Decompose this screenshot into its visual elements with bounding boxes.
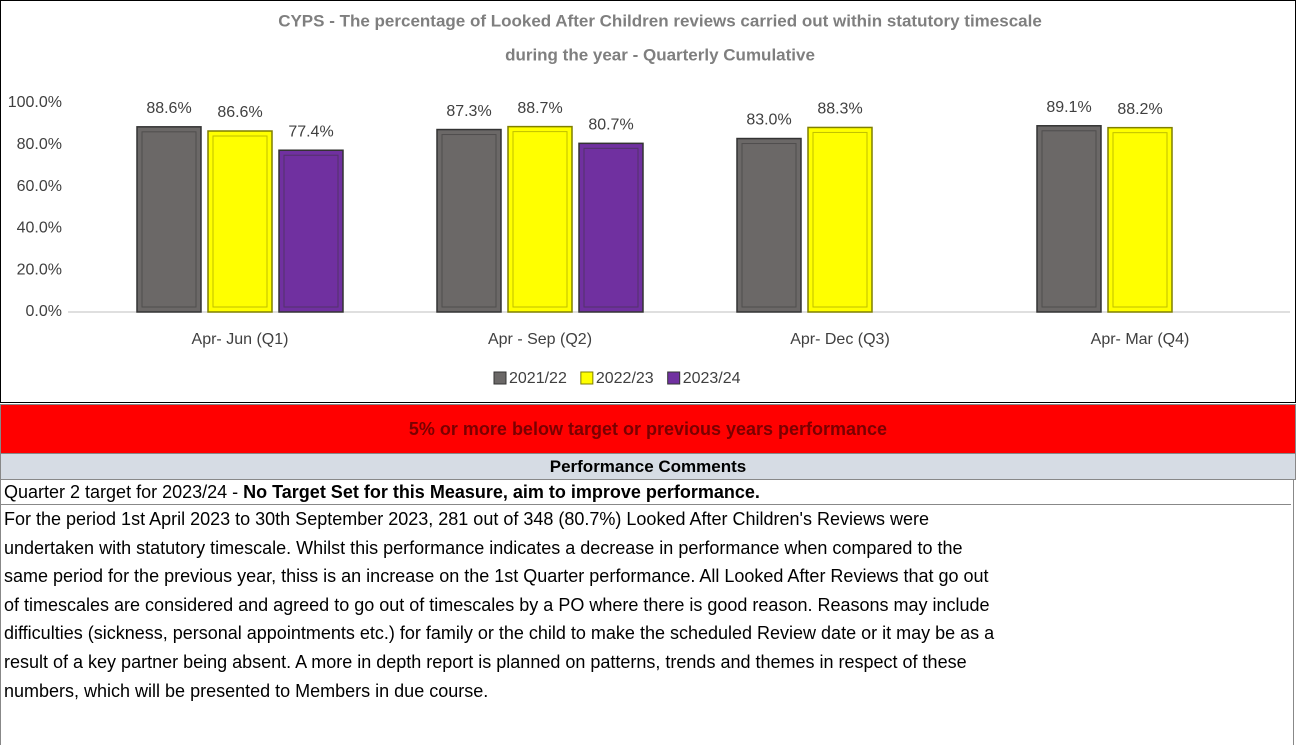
chart-title: CYPS - The percentage of Looked After Ch… — [278, 11, 1042, 30]
bar-bevel — [812, 131, 868, 308]
value-label: 83.0% — [746, 112, 791, 129]
bar — [1036, 125, 1102, 313]
chart: CYPS - The percentage of Looked After Ch… — [0, 0, 1296, 403]
chart-subtitle: during the year - Quarterly Cumulative — [505, 45, 815, 64]
bar-group — [736, 137, 802, 313]
bar-group — [436, 128, 502, 313]
bar — [436, 128, 502, 313]
bar-bevel — [1112, 132, 1168, 308]
bar-group — [278, 149, 344, 313]
bar — [507, 125, 573, 313]
bar-bevel — [441, 134, 497, 308]
bar-group — [1036, 125, 1102, 313]
target-line: Quarter 2 target for 2023/24 - No Target… — [1, 479, 1291, 505]
bar-bevel — [583, 147, 639, 308]
bar-group — [578, 142, 644, 313]
bar — [736, 137, 802, 313]
bar — [1107, 126, 1173, 313]
y-tick-label: 100.0% — [8, 94, 62, 111]
value-label: 80.7% — [588, 117, 633, 134]
value-label: 88.7% — [517, 100, 562, 117]
comment-line: undertaken with statutory timescale. Whi… — [4, 537, 963, 558]
bar-group — [507, 125, 573, 313]
legend-swatch — [580, 371, 594, 385]
comment-line: same period for the previous year, thiss… — [4, 566, 989, 587]
bar — [207, 130, 273, 313]
status-banner: 5% or more below target or previous year… — [0, 404, 1296, 454]
comment-line: For the period 1st April 2023 to 30th Se… — [4, 509, 929, 529]
bar-bevel — [283, 154, 339, 308]
legend-label: 2022/23 — [596, 370, 654, 387]
bar — [578, 142, 644, 313]
x-tick-label: Apr- Jun (Q1) — [192, 331, 289, 348]
comment-line: result of a key partner being absent. A … — [4, 652, 967, 672]
bar-bevel — [212, 135, 268, 308]
bar — [136, 126, 202, 313]
y-tick-label: 0.0% — [26, 303, 62, 320]
bar-group — [807, 126, 873, 313]
value-label: 86.6% — [217, 104, 262, 121]
value-label: 88.3% — [817, 101, 862, 118]
bar-bevel — [141, 131, 197, 308]
y-tick-label: 40.0% — [17, 220, 62, 237]
legend-label: 2021/22 — [509, 370, 567, 387]
x-tick-label: Apr- Mar (Q4) — [1091, 331, 1190, 348]
value-label: 88.6% — [146, 100, 191, 117]
bar-group — [207, 130, 273, 313]
bar-bevel — [512, 131, 568, 308]
bar-group — [1107, 126, 1173, 313]
value-label: 77.4% — [288, 123, 333, 140]
bar-group — [136, 126, 202, 313]
legend-swatch — [493, 371, 507, 385]
target-prefix: Quarter 2 target for 2023/24 - — [4, 482, 244, 502]
bar — [278, 149, 344, 313]
x-tick-label: Apr- Dec (Q3) — [790, 331, 890, 348]
x-tick-label: Apr - Sep (Q2) — [488, 331, 592, 348]
comment-line: of timescales are considered and agreed … — [4, 594, 990, 615]
comment-line: difficulties (sickness, personal appoint… — [4, 623, 995, 644]
target-bold: No Target Set for this Measure, aim to i… — [243, 482, 760, 502]
y-tick-label: 80.0% — [17, 136, 62, 153]
comments: Quarter 2 target for 2023/24 - No Target… — [0, 479, 1294, 745]
legend-swatch — [667, 371, 681, 385]
comments-heading: Performance Comments — [0, 453, 1296, 480]
value-label: 89.1% — [1046, 99, 1091, 116]
bar-bevel — [741, 143, 797, 308]
bar — [807, 126, 873, 313]
value-label: 87.3% — [446, 103, 491, 120]
value-label: 88.2% — [1117, 101, 1162, 118]
bar-bevel — [1041, 130, 1097, 308]
y-tick-label: 60.0% — [17, 178, 62, 195]
comment-line: numbers, which will be presented to Memb… — [4, 680, 489, 701]
legend-label: 2023/24 — [683, 370, 741, 387]
y-tick-label: 20.0% — [17, 261, 62, 278]
